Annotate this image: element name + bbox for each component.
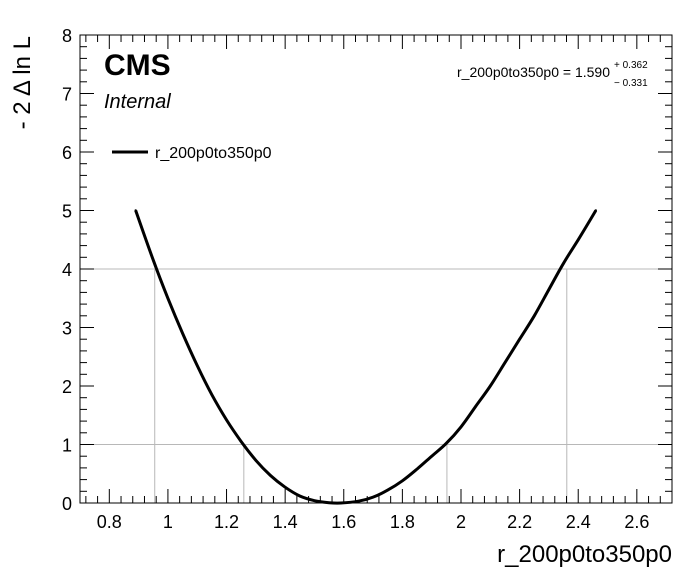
data-point (269, 474, 272, 477)
data-point (489, 384, 492, 388)
axis-tick-labels: 0.8 1 1.2 1.4 1.6 1.8 2 2.2 2.4 2.6 0 1 2 3 4 5 6 7 8 (62, 26, 649, 532)
data-point (430, 455, 433, 458)
x-tick-label: 1.6 (331, 512, 356, 532)
x-tick-label: 2.2 (507, 512, 532, 532)
data-point (339, 501, 343, 505)
data-point (152, 259, 155, 262)
data-point (503, 361, 507, 364)
y-tick-label: 5 (62, 202, 72, 222)
fit-result: r_200p0to350p0 = 1.590 + 0.362 − 0.331 (457, 60, 648, 89)
data-point (533, 314, 536, 317)
x-tick-label: 1.8 (390, 512, 415, 532)
fit-result-value: r_200p0to350p0 = 1.590 (457, 64, 610, 80)
data-point (313, 499, 316, 502)
fit-result-upper-error: + 0.362 (614, 60, 648, 71)
data-point (474, 405, 477, 408)
y-tick-label: 7 (62, 85, 72, 105)
data-point (577, 238, 580, 241)
x-tick-label: 1.2 (214, 512, 239, 532)
axis-ticks (80, 34, 673, 504)
data-point (283, 486, 287, 489)
x-tick-label: 2.6 (624, 512, 649, 532)
series-line (134, 209, 598, 505)
series-layer (134, 209, 598, 505)
data-point (562, 261, 565, 265)
data-point (225, 418, 228, 422)
y-tick-label: 2 (62, 377, 72, 397)
y-tick-label: 1 (62, 436, 72, 456)
experiment-label: CMS (104, 49, 171, 82)
data-point (518, 338, 521, 341)
data-point (386, 488, 389, 492)
data-point (371, 495, 375, 499)
y-axis-label: - 2 Δ ln L (9, 36, 36, 129)
data-point (134, 209, 137, 212)
status-label: Internal (104, 91, 171, 113)
x-axis-label: r_200p0to350p0 (497, 541, 672, 568)
data-point (166, 297, 170, 300)
data-point (594, 209, 598, 212)
data-point (459, 425, 463, 429)
fit-result-lower-error: − 0.331 (614, 78, 648, 89)
x-tick-label: 2.4 (566, 512, 591, 532)
y-tick-label: 0 (62, 494, 72, 514)
data-point (445, 442, 448, 445)
y-tick-label: 6 (62, 143, 72, 163)
data-point (181, 332, 184, 335)
data-point (357, 500, 360, 503)
data-point (327, 501, 331, 504)
grid-lines (80, 268, 672, 503)
data-point (401, 479, 404, 482)
data-point (415, 467, 419, 471)
x-tick-label: 1 (163, 512, 173, 532)
data-point (254, 459, 258, 462)
x-tick-label: 1.4 (273, 512, 298, 532)
data-point (298, 494, 302, 498)
x-tick-label: 2 (456, 512, 466, 532)
data-point (196, 364, 199, 367)
legend-entry: r_200p0to350p0 (155, 145, 272, 162)
data-point (239, 440, 243, 443)
y-tick-label: 3 (62, 319, 72, 339)
chart-legend: r_200p0to350p0 (112, 145, 272, 162)
x-tick-label: 0.8 (97, 512, 122, 532)
y-tick-label: 8 (62, 26, 72, 46)
data-point (547, 288, 551, 291)
y-tick-label: 4 (62, 260, 72, 280)
data-point (210, 393, 214, 396)
